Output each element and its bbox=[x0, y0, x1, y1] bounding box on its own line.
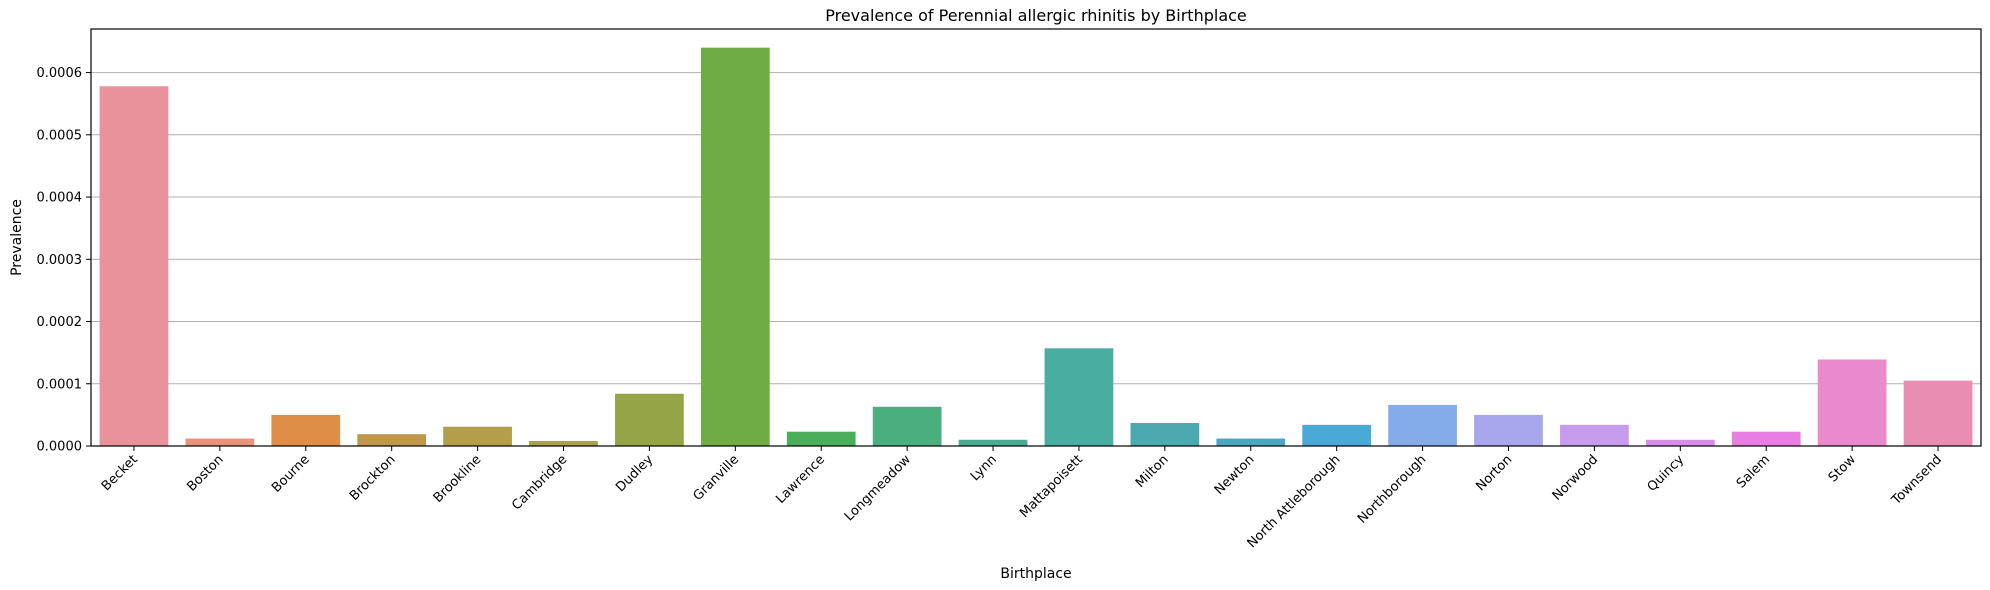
bar-salem bbox=[1731, 431, 1801, 446]
x-tick-label: Quincy bbox=[1645, 452, 1688, 495]
x-tick-label: Brockton bbox=[347, 452, 399, 504]
bar-lawrence bbox=[786, 431, 856, 446]
x-tick-label: Northborough bbox=[1355, 452, 1429, 526]
bar-cambridge bbox=[529, 441, 598, 446]
y-tick-label: 0.0003 bbox=[37, 253, 83, 268]
x-tick-label: Granville bbox=[690, 452, 742, 504]
bar-stow bbox=[1817, 359, 1887, 446]
y-tick-label: 0.0006 bbox=[37, 66, 83, 81]
x-tick-label: Lynn bbox=[968, 452, 1000, 484]
x-tick-label: Salem bbox=[1734, 452, 1773, 491]
bars bbox=[99, 47, 1973, 447]
bar-newton bbox=[1216, 438, 1286, 446]
y-tick-label: 0.0004 bbox=[37, 191, 83, 206]
bar-dudley bbox=[615, 393, 684, 446]
chart-title: Prevalence of Perennial allergic rhiniti… bbox=[825, 6, 1247, 25]
bar-bourne bbox=[271, 414, 341, 446]
x-axis-ticks: Becket Boston Bourne Brockton Brookline Cambr… bbox=[99, 446, 1945, 551]
y-tick-label: 0.0002 bbox=[37, 315, 83, 330]
bar-mattapoisett bbox=[1044, 348, 1114, 446]
x-tick-label: Lawrence bbox=[773, 452, 828, 507]
x-tick-label: Dudley bbox=[613, 452, 656, 495]
x-tick-label: North Attleborough bbox=[1245, 452, 1344, 551]
y-tick-label: 0.0005 bbox=[37, 128, 83, 143]
x-tick-label: Longmeadow bbox=[842, 452, 914, 524]
x-tick-label: Townsend bbox=[1888, 452, 1944, 508]
bar-norwood bbox=[1560, 424, 1629, 446]
bar-northborough bbox=[1388, 404, 1457, 446]
bar-north-attleborough bbox=[1302, 424, 1372, 446]
bar-becket bbox=[99, 86, 169, 446]
x-tick-label: Newton bbox=[1212, 452, 1258, 498]
x-tick-label: Milton bbox=[1133, 452, 1172, 491]
plot-frame bbox=[90, 28, 1982, 447]
bar-boston bbox=[185, 438, 255, 446]
grid-lines bbox=[91, 72, 1981, 447]
x-tick-label: Stow bbox=[1826, 452, 1859, 485]
x-axis-title: Birthplace bbox=[1000, 566, 1071, 582]
x-tick-label: Norwood bbox=[1550, 452, 1601, 503]
bar-brockton bbox=[357, 434, 427, 446]
x-tick-label: Boston bbox=[184, 452, 226, 494]
bar-lynn bbox=[958, 439, 1028, 446]
bar-milton bbox=[1130, 422, 1200, 446]
bar-townsend bbox=[1903, 380, 1973, 446]
y-axis-ticks: 0.0000 0.0001 0.0002 0.0003 0.0004 0.0005 0.00… bbox=[37, 66, 91, 455]
bar-norton bbox=[1474, 414, 1543, 446]
x-tick-label: Brookline bbox=[431, 452, 485, 506]
bar-brookline bbox=[443, 426, 512, 446]
bar-granville bbox=[700, 47, 770, 447]
x-tick-label: Norton bbox=[1473, 452, 1515, 494]
bar-longmeadow bbox=[872, 406, 942, 446]
x-tick-label: Becket bbox=[99, 452, 141, 494]
x-tick-label: Mattapoisett bbox=[1017, 452, 1086, 521]
y-axis-title: Prevalence bbox=[9, 199, 25, 276]
x-tick-label: Cambridge bbox=[509, 452, 570, 513]
y-tick-label: 0.0001 bbox=[37, 377, 83, 392]
x-tick-label: Bourne bbox=[269, 452, 312, 495]
bar-quincy bbox=[1645, 439, 1715, 446]
y-tick-label: 0.0000 bbox=[37, 440, 83, 455]
